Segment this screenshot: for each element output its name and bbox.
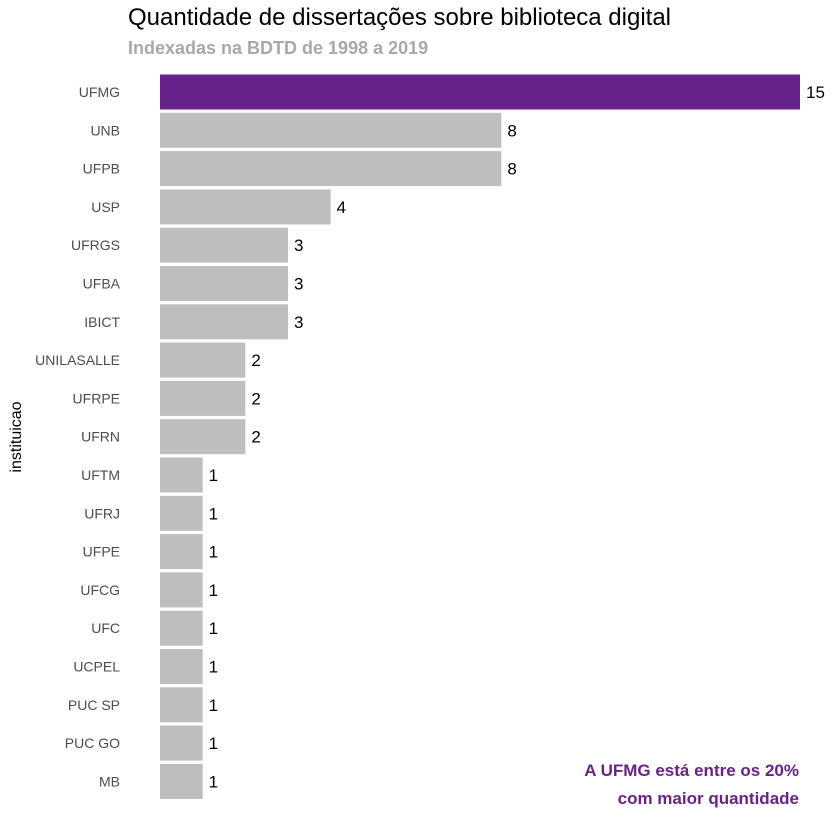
y-tick-label: UFPE bbox=[83, 544, 120, 560]
bar bbox=[160, 725, 203, 761]
bar bbox=[160, 763, 203, 799]
data-label: 1 bbox=[209, 466, 218, 485]
data-label: 1 bbox=[209, 543, 218, 562]
y-tick-label: UNB bbox=[90, 122, 120, 138]
bar bbox=[160, 419, 246, 455]
bar bbox=[160, 342, 246, 378]
y-tick-label: UFTM bbox=[81, 467, 120, 483]
bar bbox=[160, 495, 203, 531]
bar bbox=[160, 112, 502, 148]
data-label: 4 bbox=[337, 198, 346, 217]
data-label: 1 bbox=[209, 504, 218, 523]
bar bbox=[160, 304, 288, 340]
y-tick-label: UFRJ bbox=[84, 505, 120, 521]
data-label: 1 bbox=[209, 696, 218, 715]
chart-subtitle: Indexadas na BDTD de 1998 a 2019 bbox=[128, 38, 429, 58]
bar bbox=[160, 151, 502, 187]
bar bbox=[160, 189, 331, 225]
y-tick-label: UFRN bbox=[81, 429, 120, 445]
data-label: 1 bbox=[209, 658, 218, 677]
y-tick-label: UFMG bbox=[79, 84, 120, 100]
y-tick-label: UFRGS bbox=[71, 237, 120, 253]
y-tick-label: UFRPE bbox=[73, 390, 120, 406]
y-tick-label: PUC GO bbox=[65, 735, 120, 751]
bar bbox=[160, 227, 288, 263]
y-tick-label: UNILASALLE bbox=[35, 352, 120, 368]
data-label: 2 bbox=[251, 351, 260, 370]
bar bbox=[160, 266, 288, 301]
bar bbox=[160, 687, 203, 723]
data-label: 3 bbox=[294, 236, 303, 255]
data-label: 1 bbox=[209, 772, 218, 791]
data-label: 1 bbox=[209, 619, 218, 638]
bar bbox=[160, 380, 246, 416]
data-label: 2 bbox=[251, 428, 260, 447]
data-label: 1 bbox=[209, 734, 218, 753]
bar bbox=[160, 610, 203, 646]
y-tick-label: UFC bbox=[91, 620, 120, 636]
bar bbox=[160, 649, 203, 684]
y-tick-label: IBICT bbox=[84, 314, 120, 330]
y-tick-label: UCPEL bbox=[73, 659, 120, 675]
data-label: 3 bbox=[294, 313, 303, 332]
data-label: 8 bbox=[507, 121, 516, 140]
y-tick-label: PUC SP bbox=[68, 697, 120, 713]
bar bbox=[160, 572, 203, 608]
data-label: 8 bbox=[507, 160, 516, 179]
y-tick-label: USP bbox=[91, 199, 120, 215]
y-tick-label: UFBA bbox=[83, 276, 121, 292]
annotation-line-2: com maior quantidade bbox=[617, 789, 799, 808]
bar bbox=[160, 534, 203, 570]
annotation: A UFMG está entre os 20% com maior quant… bbox=[584, 757, 799, 813]
y-tick-label: UFPB bbox=[83, 161, 120, 177]
y-tick-label: MB bbox=[99, 773, 120, 789]
data-label: 1 bbox=[209, 581, 218, 600]
data-label: 2 bbox=[251, 389, 260, 408]
bar bbox=[160, 457, 203, 493]
data-label: 3 bbox=[294, 275, 303, 294]
y-tick-label: UFCG bbox=[80, 582, 120, 598]
annotation-line-1: A UFMG está entre os 20% bbox=[584, 761, 799, 780]
bar bbox=[160, 74, 800, 110]
chart-title: Quantidade de dissertações sobre bibliot… bbox=[128, 4, 672, 31]
data-label: 15 bbox=[806, 83, 825, 102]
